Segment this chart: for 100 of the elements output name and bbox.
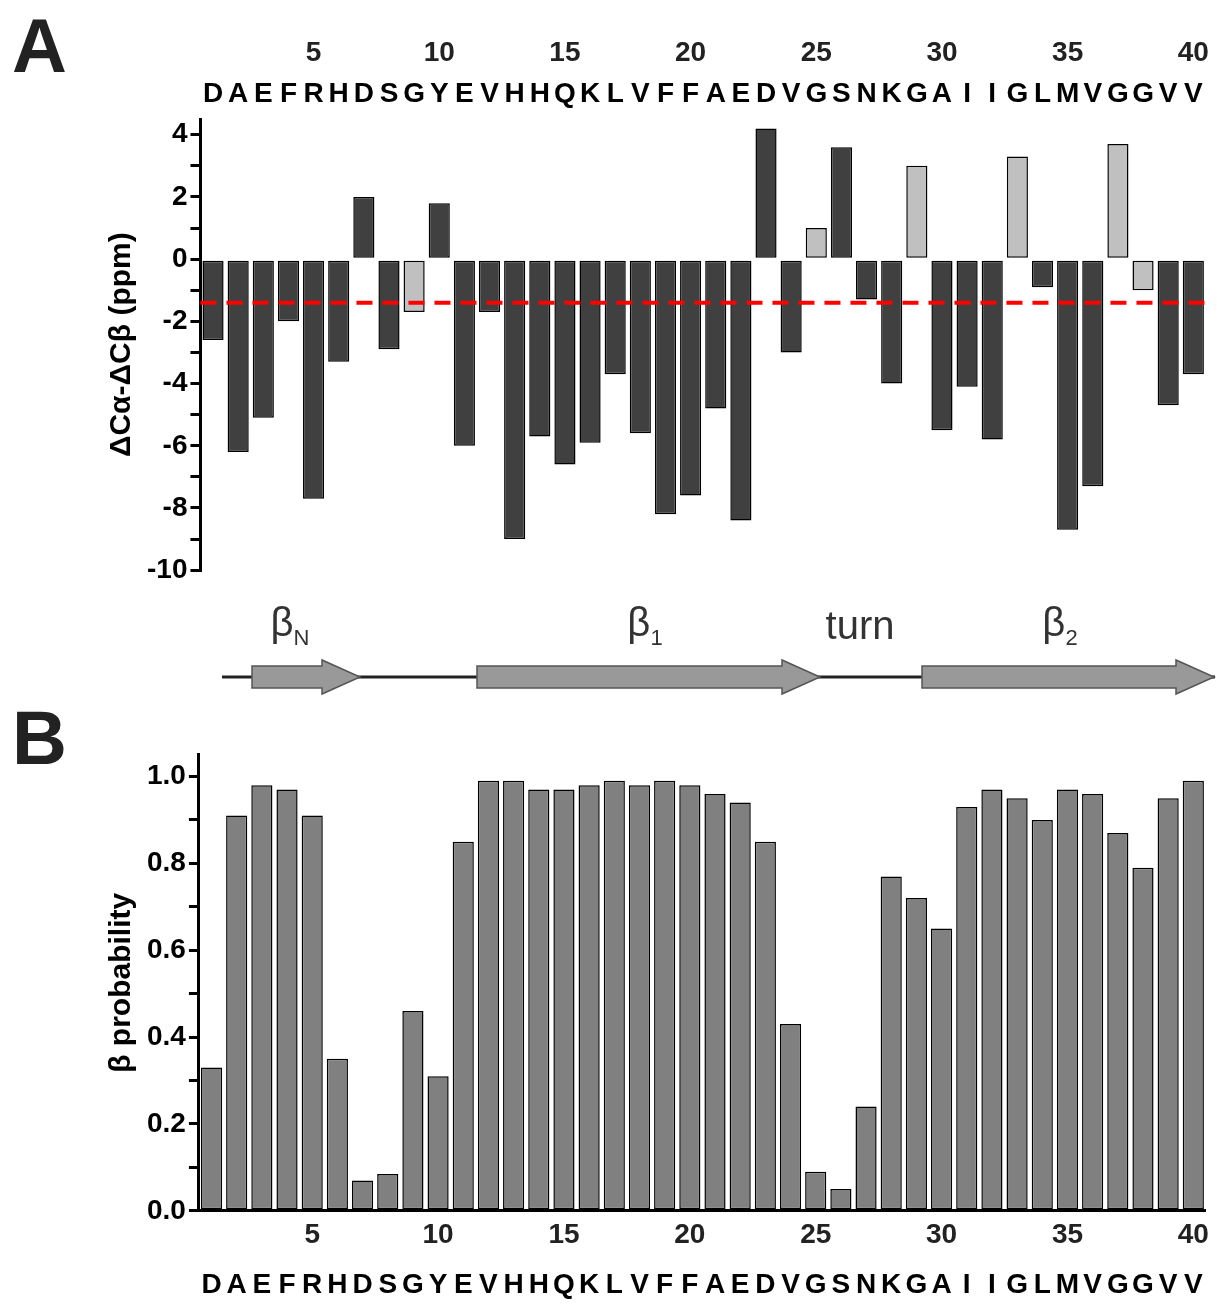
x-tick-label: D	[352, 1267, 373, 1299]
x-tick-label: D	[202, 77, 224, 109]
x-tick-label: F	[656, 77, 675, 109]
x-tick-label: V	[1183, 77, 1203, 109]
x-tick-label: V	[479, 1267, 499, 1299]
x-tick-label: H	[327, 1267, 348, 1299]
x-tick-label: D	[201, 1267, 222, 1299]
x-tick-label: L	[1033, 1267, 1051, 1299]
x-tick-label: R	[302, 1267, 323, 1299]
x2-tick-label: 30	[926, 35, 958, 67]
x-tick-label: V	[1083, 77, 1103, 109]
x-tick-label: V	[480, 77, 500, 109]
x-tick-label: M	[1055, 1267, 1080, 1299]
x-tick-label: Q	[553, 1267, 575, 1299]
x-tick-label: D	[755, 77, 777, 109]
x-tick-label: V	[781, 1267, 801, 1299]
x-tick-label: V	[1083, 1267, 1103, 1299]
x-tick-label: F	[279, 77, 297, 109]
x-tick-label: E	[252, 1267, 272, 1299]
x-tick-label: E	[253, 77, 273, 109]
y-tick-label: 1.0	[146, 759, 186, 791]
y-tick-label: 4	[171, 117, 188, 149]
x-tick-label: G	[804, 1267, 827, 1299]
x-tick-label: V	[1183, 1267, 1203, 1299]
text: β$_{N}$	[270, 599, 310, 651]
y-tick-label: -2	[162, 304, 188, 336]
x-tick-label: G	[805, 77, 828, 109]
x-tick-label: G	[1006, 77, 1029, 109]
y-tick-label: -4	[162, 366, 188, 398]
y-axis-title: ΔCα-ΔCβ (ppm)	[103, 232, 137, 458]
x-tick-label: N	[855, 1267, 877, 1299]
y-tick-label: 0.4	[146, 1019, 187, 1051]
x-tick-label: V	[631, 77, 650, 109]
x2-tick-label: 5	[304, 1218, 320, 1250]
x-tick-label: A	[931, 1267, 952, 1299]
text: turn	[825, 602, 895, 648]
x-tick-label: R	[303, 77, 324, 109]
x-tick-label: G	[402, 1267, 424, 1299]
y-tick-label: -6	[162, 428, 188, 460]
x-tick-label: A	[226, 1267, 247, 1299]
y-tick-label: 0.2	[146, 1106, 186, 1138]
x-tick-label: A	[228, 77, 249, 109]
x-tick-label: G	[1106, 1267, 1129, 1299]
x-tick-label: G	[905, 77, 928, 109]
x-tick-label: H	[528, 1267, 549, 1299]
x-tick-label: E	[453, 1267, 473, 1299]
x-tick-label: V	[630, 1267, 650, 1299]
y-axis-title: β probability	[103, 892, 137, 1073]
x2-tick-label: 20	[675, 35, 707, 67]
y-tick-label: -8	[162, 490, 188, 522]
y-tick-label: 0	[171, 241, 188, 273]
x-tick-label: E	[730, 1267, 750, 1299]
x-tick-label: F	[682, 77, 700, 109]
x-tick-label: V	[1158, 77, 1178, 109]
x-tick-label: G	[403, 77, 426, 109]
x-tick-label: S	[832, 77, 851, 109]
x2-tick-label: 20	[674, 1218, 706, 1250]
y-tick-label: 0.8	[146, 846, 186, 878]
x2-tick-label: 15	[548, 1218, 580, 1250]
x-tick-label: H	[504, 77, 525, 109]
x-tick-label: S	[831, 1267, 851, 1299]
x-tick-label: G	[1132, 77, 1154, 109]
x-tick-label: K	[579, 77, 601, 109]
x-tick-label: H	[529, 77, 550, 109]
x-tick-label: Q	[554, 77, 576, 109]
x-tick-label: K	[881, 77, 902, 109]
x2-tick-label: 40	[1177, 1218, 1209, 1250]
y-tick-label: 0.0	[146, 1193, 186, 1225]
x-tick-label: F	[681, 1267, 699, 1299]
text: β$_{2}$	[1042, 599, 1078, 651]
x-tick-label: H	[328, 77, 349, 109]
x2-tick-label: 15	[549, 35, 581, 67]
x-tick-label: G	[1107, 77, 1129, 109]
x-tick-label: H	[503, 1267, 524, 1299]
x2-tick-label: 25	[800, 1218, 832, 1250]
x-tick-label: A	[931, 77, 953, 109]
x-tick-label: A	[704, 1267, 726, 1299]
x2-tick-label: 10	[422, 1218, 454, 1250]
x2-tick-label: 10	[423, 35, 455, 67]
x-tick-label: D	[755, 1267, 776, 1299]
x-tick-label: G	[1006, 1267, 1028, 1299]
x2-tick-label: 5	[305, 35, 322, 67]
text: β$_{1}$	[627, 599, 663, 651]
x2-tick-label: 25	[800, 35, 832, 67]
x2-tick-label: 35	[1051, 1218, 1084, 1250]
x-tick-label: Y	[428, 1267, 448, 1299]
x2-tick-label: 35	[1052, 35, 1084, 67]
x-tick-label: I	[962, 1267, 971, 1299]
x-tick-label: E	[455, 77, 474, 109]
x-tick-label: S	[379, 77, 399, 109]
x-tick-label: V	[1158, 1267, 1178, 1299]
x-tick-label: E	[731, 77, 751, 109]
y-tick-label: -10	[147, 552, 188, 584]
x-tick-label: F	[656, 1267, 674, 1299]
x-tick-label: N	[856, 77, 877, 109]
x-tick-label: S	[378, 1267, 398, 1299]
x-tick-label: M	[1055, 77, 1080, 109]
x-tick-label: K	[579, 1267, 600, 1299]
x-tick-label: L	[1033, 77, 1052, 109]
x-tick-label: L	[605, 1267, 623, 1299]
